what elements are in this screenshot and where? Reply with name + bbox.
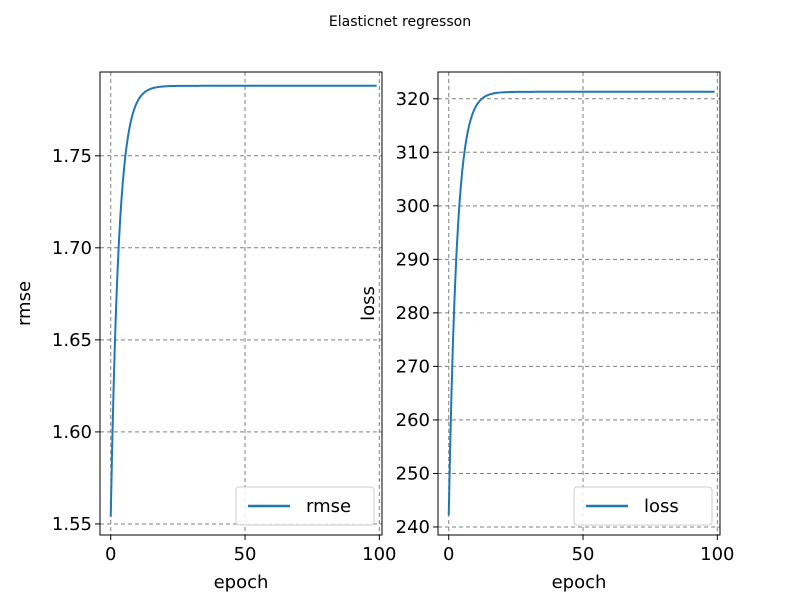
- legend: rmse: [235, 486, 375, 526]
- loss-subplot: 0 50 100240250260270280290300310320epochlo…: [358, 71, 734, 593]
- x-tick-label: 0: [443, 544, 454, 565]
- y-tick-label: 310: [396, 142, 430, 163]
- legend: loss: [573, 486, 713, 526]
- legend-box: [573, 486, 713, 526]
- figure-title: Elasticnet regresson: [329, 14, 471, 30]
- y-tick-label: 1.60: [52, 422, 92, 443]
- axes-frame: [99, 71, 383, 536]
- y-tick-label: 300: [396, 196, 430, 217]
- legend-label: rmse: [306, 496, 351, 517]
- y-tick-label: 250: [396, 463, 430, 484]
- y-tick-label: 280: [396, 303, 430, 324]
- y-tick-label: 290: [396, 249, 430, 270]
- legend-label: loss: [644, 496, 679, 517]
- y-tick-label: 1.75: [52, 146, 92, 167]
- y-tick-label: 1.55: [52, 514, 92, 535]
- y-axis-label: loss: [358, 286, 379, 321]
- x-axis-label: epoch: [214, 572, 269, 593]
- axes-frame: [437, 71, 721, 536]
- x-axis-label: epoch: [552, 572, 607, 593]
- x-tick-label: 100: [362, 544, 396, 565]
- x-tick-label: 50: [572, 544, 595, 565]
- x-tick-label: 0: [105, 544, 116, 565]
- y-tick-label: 1.65: [52, 330, 92, 351]
- series-line-rmse: [109, 84, 377, 517]
- legend-box: [235, 486, 375, 526]
- y-tick-label: 270: [396, 356, 430, 377]
- rmse-subplot: 0 50 100 1.55 1.60 1.65 1.70 1.75 epoch rmse rmse: [14, 71, 396, 593]
- series-line-loss: [447, 90, 715, 516]
- y-axis-label: rmse: [14, 281, 35, 326]
- x-tick-label: 100: [700, 544, 734, 565]
- y-tick-label: 1.70: [52, 238, 92, 259]
- x-tick-label: 50: [234, 544, 257, 565]
- y-tick-label: 260: [396, 410, 430, 431]
- y-tick-label: 320: [396, 89, 430, 110]
- y-tick-label: 240: [396, 517, 430, 538]
